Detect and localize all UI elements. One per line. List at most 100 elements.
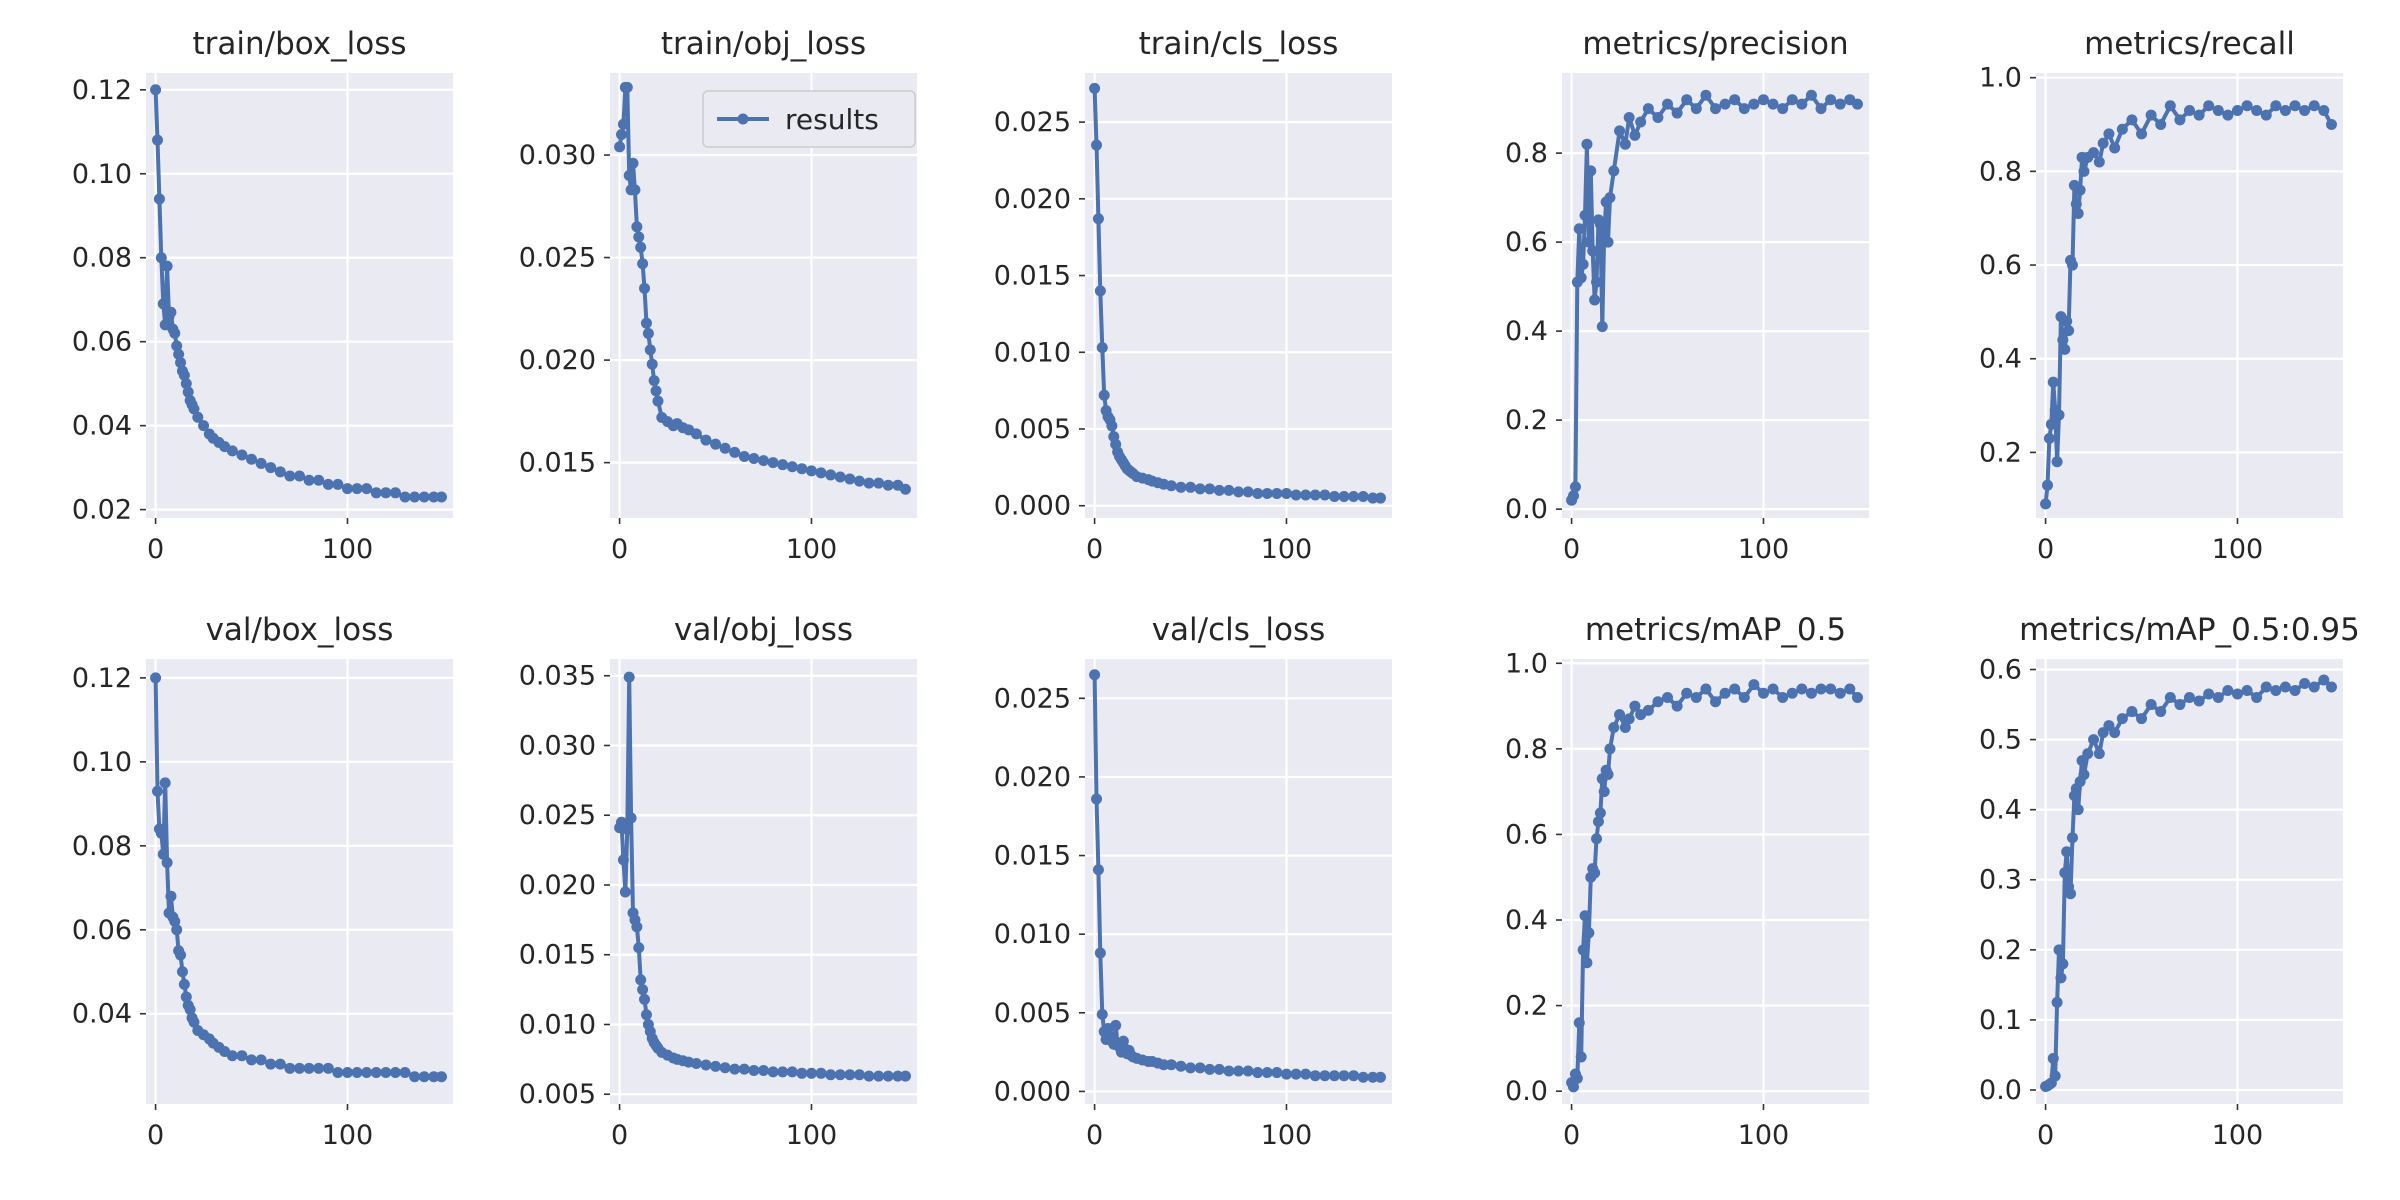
data-point <box>892 1070 904 1082</box>
data-point <box>640 317 652 329</box>
data-point <box>2072 208 2084 220</box>
data-point <box>1851 692 1863 704</box>
data-point <box>332 1067 344 1079</box>
panel-metrics-map-0-5-0-95: 0 100 0.0 0.1 0.2 0.3 0.4 0.5 0.6 metrics/mAP_0.5… <box>1979 612 2360 1151</box>
data-point <box>1729 683 1741 695</box>
data-point <box>1777 692 1789 704</box>
data-point <box>2241 685 2253 697</box>
data-point <box>1608 165 1620 177</box>
data-point <box>1098 389 1110 401</box>
data-point <box>2251 104 2263 116</box>
plot-area <box>2036 73 2343 518</box>
data-point <box>351 483 363 495</box>
data-point <box>2055 972 2067 984</box>
data-point <box>284 470 296 482</box>
data-point <box>805 1067 817 1079</box>
y-tick-label: 0.12 <box>72 75 132 106</box>
data-point <box>621 81 633 93</box>
y-tick-label: 0.5 <box>1979 725 2022 756</box>
data-point <box>844 1069 856 1081</box>
data-point <box>155 827 167 839</box>
data-point <box>2057 334 2069 346</box>
data-point <box>1213 1063 1225 1075</box>
data-point <box>1280 1068 1292 1080</box>
data-point <box>198 420 210 432</box>
data-point <box>1738 692 1750 704</box>
data-point <box>418 1071 430 1083</box>
data-point <box>322 1062 334 1074</box>
data-point <box>2279 681 2291 693</box>
data-point <box>2072 804 2084 816</box>
data-point <box>1094 285 1106 297</box>
data-point <box>710 438 722 450</box>
data-point <box>650 385 662 397</box>
x-tick-label: 100 <box>1738 1120 1790 1151</box>
data-point <box>710 1060 722 1072</box>
data-point <box>1092 864 1104 876</box>
data-point <box>1577 944 1589 956</box>
panel-metrics-recall: 0 100 0.2 0.4 0.6 0.8 1.0 metrics/recall <box>1979 26 2343 565</box>
data-point <box>1252 1067 1264 1079</box>
data-point <box>1834 687 1846 699</box>
data-point <box>1805 89 1817 101</box>
data-point <box>255 1054 267 1066</box>
y-tick-label: 0.6 <box>1505 227 1548 258</box>
panel-val-box-loss: 0 100 0.04 0.06 0.08 0.10 0.12 val/box_loss <box>72 612 453 1151</box>
y-tick-label: 0.025 <box>519 800 596 831</box>
data-point <box>155 252 167 264</box>
data-point <box>616 129 628 141</box>
data-point <box>627 157 639 169</box>
data-point <box>2231 688 2243 700</box>
data-point <box>1602 769 1614 781</box>
y-tick-label: 0.0 <box>1979 1075 2022 1106</box>
data-point <box>899 1070 911 1082</box>
data-point <box>184 1004 196 1016</box>
data-point <box>1374 492 1386 504</box>
data-point <box>159 777 171 789</box>
data-point <box>1194 483 1206 495</box>
data-point <box>1338 1070 1350 1082</box>
data-point <box>2325 119 2337 131</box>
data-point <box>1583 927 1595 939</box>
data-point <box>2074 184 2086 196</box>
data-point <box>150 84 162 96</box>
data-point <box>614 141 626 153</box>
data-point <box>1619 721 1631 733</box>
y-tick-label: 1.0 <box>1979 63 2022 94</box>
plot-area <box>2036 659 2343 1104</box>
y-tick-label: 0.030 <box>519 730 596 761</box>
data-point <box>1185 481 1197 493</box>
data-point <box>635 974 647 986</box>
data-point <box>2061 846 2073 858</box>
data-point <box>646 358 658 370</box>
data-point <box>1091 793 1103 805</box>
data-point <box>2184 692 2195 704</box>
data-point <box>2270 685 2282 697</box>
y-tick-label: 0.0 <box>1505 494 1548 525</box>
data-point <box>1089 669 1101 681</box>
data-point <box>1575 272 1587 284</box>
data-point <box>192 411 204 423</box>
y-tick-label: 0.015 <box>519 940 596 971</box>
data-point <box>409 491 421 503</box>
data-point <box>188 403 200 415</box>
panel-title: train/box_loss <box>192 26 406 62</box>
data-point <box>2093 156 2105 168</box>
data-point <box>1690 103 1702 115</box>
data-point <box>2088 734 2100 746</box>
data-point <box>853 1069 865 1081</box>
data-point <box>1271 487 1283 499</box>
data-point <box>719 442 731 454</box>
data-point <box>2231 104 2243 116</box>
data-point <box>1573 1017 1585 1029</box>
data-point <box>2053 409 2065 421</box>
data-point <box>1851 98 1863 110</box>
data-point <box>1185 1062 1197 1074</box>
data-point <box>1290 1068 1302 1080</box>
data-point <box>2043 432 2055 444</box>
y-tick-label: 0.6 <box>1979 250 2022 281</box>
data-point <box>226 445 238 457</box>
y-tick-label: 0.4 <box>1979 795 2022 826</box>
data-point <box>652 395 664 407</box>
data-point <box>2318 674 2330 686</box>
